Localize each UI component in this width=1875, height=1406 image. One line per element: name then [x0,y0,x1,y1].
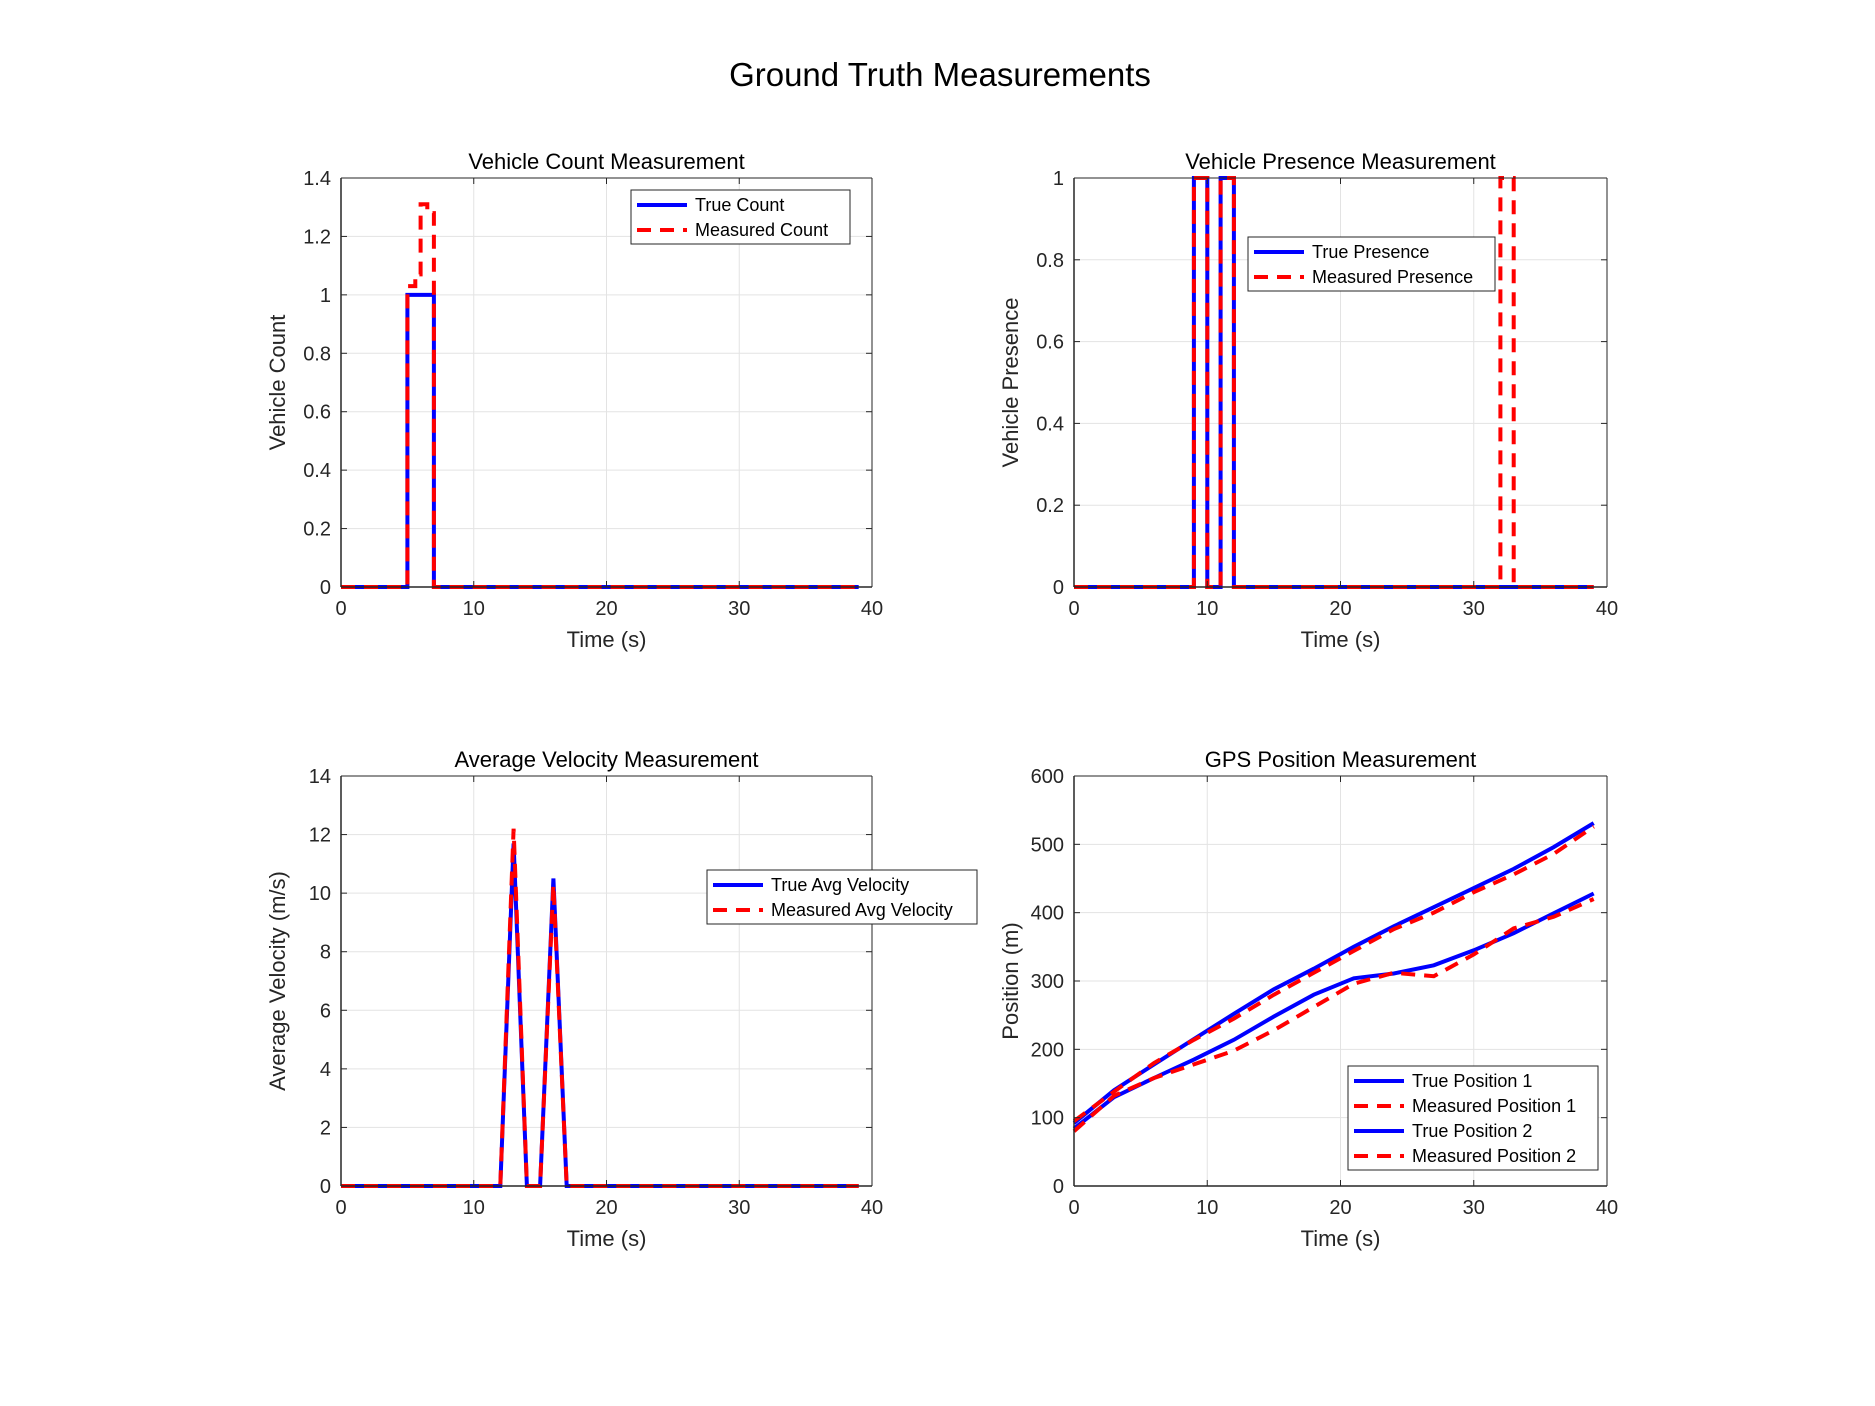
y-tick-label: 0.4 [303,460,331,482]
y-tick-label: 500 [1031,834,1064,856]
x-tick-label: 20 [1329,1197,1351,1219]
y-tick-label: 0.2 [303,519,331,541]
y-tick-label: 0.8 [1036,250,1064,272]
x-tick-label: 20 [595,1197,617,1219]
chart-1: 0 10 20 30 40 0 0.2 0.4 0.6 0.8 1 1.2 1.4 Vehicle Cou… [265,149,883,652]
chart-2: 0 10 20 30 40 0 0.2 0.4 0.6 0.8 1 Vehicle Presence … [998,149,1618,652]
x-tick-label: 30 [1463,598,1485,620]
y-tick-label: 600 [1031,766,1064,788]
legend-label: True Position 1 [1412,1071,1532,1091]
legend: True Presence Measured Presence [1247,236,1496,292]
y-tick-label: 12 [309,825,331,847]
x-tick-label: 0 [335,1197,346,1219]
y-tick-label: 1.4 [303,168,331,190]
x-axis-label: Time (s) [1301,627,1381,652]
legend-box [706,869,978,925]
chart-title: Average Velocity Measurement [454,747,758,772]
legend-label: Measured Position 2 [1412,1146,1576,1166]
y-tick-label: 1 [320,285,331,307]
y-axis-label: Vehicle Presence [998,298,1023,468]
legend-label: Measured Count [695,220,828,240]
x-axis-label: Time (s) [567,1226,647,1251]
y-tick-label: 0.2 [1036,495,1064,517]
legend-label: Measured Position 1 [1412,1096,1576,1116]
chart-title: GPS Position Measurement [1205,747,1476,772]
y-tick-label: 1.2 [303,226,331,248]
y-tick-label: 300 [1031,971,1064,993]
y-tick-label: 1 [1053,168,1064,190]
x-tick-label: 30 [728,598,750,620]
y-axis-label: Vehicle Count [265,315,290,451]
legend-label: True Count [695,195,784,215]
y-tick-label: 0 [320,577,331,599]
legend: True Count Measured Count [630,189,851,245]
series-line-1 [1072,821,1595,1125]
y-axis-label: Average Velocity (m/s) [265,871,290,1091]
y-tick-label: 0.6 [1036,332,1064,354]
legend-label: True Position 2 [1412,1121,1532,1141]
x-tick-label: 40 [1596,1197,1618,1219]
chart-3: 0 10 20 30 40 0 2 4 6 8 10 12 14 Average Velocity Mea… [265,747,978,1251]
series-line-2 [1072,824,1595,1123]
y-tick-label: 14 [309,766,331,788]
y-tick-label: 0 [320,1176,331,1198]
x-tick-label: 40 [861,598,883,620]
legend-label: Measured Presence [1312,267,1473,287]
x-tick-label: 0 [1068,598,1079,620]
x-tick-label: 10 [463,598,485,620]
x-tick-label: 20 [595,598,617,620]
x-tick-label: 10 [463,1197,485,1219]
y-tick-label: 2 [320,1117,331,1139]
y-tick-label: 400 [1031,903,1064,925]
x-tick-label: 10 [1196,598,1218,620]
x-tick-label: 0 [335,598,346,620]
legend: True Avg Velocity Measured Avg Velocity [706,869,978,925]
y-tick-label: 10 [309,883,331,905]
y-tick-label: 100 [1031,1108,1064,1130]
legend: True Position 1 Measured Position 1 True P… [1347,1065,1599,1171]
x-tick-label: 20 [1329,598,1351,620]
x-axis-label: Time (s) [567,627,647,652]
chart-title: Vehicle Presence Measurement [1185,149,1496,174]
y-tick-label: 0.6 [303,402,331,424]
y-tick-label: 0.4 [1036,413,1064,435]
legend-label: True Avg Velocity [771,875,909,895]
legend-label: Measured Avg Velocity [771,900,953,920]
y-tick-label: 4 [320,1059,331,1081]
x-tick-label: 40 [861,1197,883,1219]
series-line-4 [1072,897,1595,1133]
y-tick-label: 0.8 [303,343,331,365]
legend-label: True Presence [1312,242,1429,262]
x-tick-label: 30 [728,1197,750,1219]
x-axis-label: Time (s) [1301,1226,1381,1251]
x-tick-label: 30 [1463,1197,1485,1219]
x-tick-label: 40 [1596,598,1618,620]
legend-box [630,189,851,245]
legend-box [1347,1065,1599,1171]
x-tick-label: 0 [1068,1197,1079,1219]
y-tick-label: 8 [320,942,331,964]
x-tick-label: 10 [1196,1197,1218,1219]
chart-title: Vehicle Count Measurement [468,149,744,174]
legend-box [1247,236,1496,292]
y-axis-label: Position (m) [998,922,1023,1039]
figure-title: Ground Truth Measurements [729,56,1151,93]
y-tick-label: 0 [1053,577,1064,599]
y-tick-label: 0 [1053,1176,1064,1198]
y-tick-label: 200 [1031,1039,1064,1061]
y-tick-label: 6 [320,1000,331,1022]
